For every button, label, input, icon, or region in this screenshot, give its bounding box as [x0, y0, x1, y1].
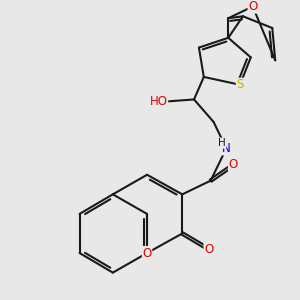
- Text: O: O: [142, 247, 152, 260]
- Text: HO: HO: [150, 95, 168, 108]
- Text: S: S: [236, 78, 244, 91]
- Text: H: H: [218, 138, 226, 148]
- Text: O: O: [248, 0, 257, 13]
- Text: O: O: [229, 158, 238, 172]
- Text: O: O: [204, 243, 213, 256]
- Text: N: N: [222, 142, 231, 155]
